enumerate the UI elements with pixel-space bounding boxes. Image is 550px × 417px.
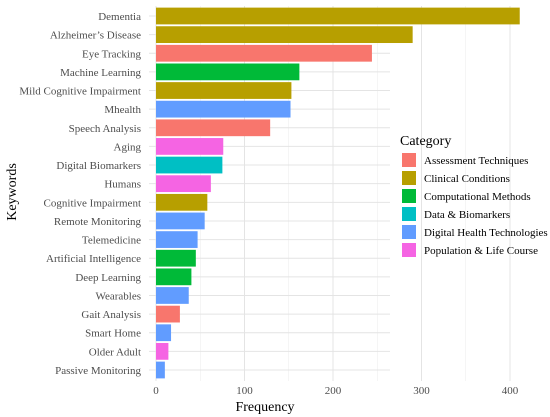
legend-item: Population & Life Course (402, 243, 538, 257)
y-tick-label: Wearables (95, 290, 141, 302)
legend-item: Digital Health Technologies (402, 225, 548, 239)
bar (156, 212, 205, 230)
y-tick-label: Aging (114, 141, 142, 153)
bar (156, 249, 196, 267)
legend-swatch (402, 171, 416, 185)
bar (156, 7, 520, 25)
legend-label: Digital Health Technologies (424, 227, 548, 239)
legend-item: Assessment Techniques (402, 153, 528, 167)
x-tick-label: 300 (413, 385, 430, 397)
y-tick-label: Humans (104, 179, 141, 191)
legend-item: Clinical Conditions (402, 171, 510, 185)
legend-label: Computational Methods (424, 191, 531, 203)
y-tick-label: Remote Monitoring (54, 216, 142, 228)
y-tick-label: Cognitive Impairment (44, 197, 141, 209)
bars (156, 7, 520, 379)
y-tick-label: Telemedicine (82, 235, 141, 247)
bar (156, 82, 292, 99)
bar (156, 324, 172, 342)
legend-swatch (402, 225, 416, 239)
bar (156, 287, 189, 304)
y-tick-label: Mhealth (104, 104, 141, 116)
y-tick-label: Alzheimer’s Disease (50, 30, 141, 42)
bar (156, 342, 169, 360)
bar (156, 361, 165, 379)
y-tick-label: Older Adult (89, 346, 141, 358)
legend-swatch (402, 207, 416, 221)
legend-label: Population & Life Course (424, 245, 538, 257)
x-tick-label: 200 (325, 385, 342, 397)
bar (156, 44, 372, 62)
legend-label: Data & Biomarkers (424, 209, 510, 221)
bar (156, 26, 413, 44)
y-tick-label: Digital Biomarkers (56, 160, 141, 172)
y-axis-title: Keywords (5, 163, 20, 221)
y-tick-label: Machine Learning (60, 67, 141, 79)
bar (156, 119, 271, 137)
y-tick-label: Smart Home (85, 328, 141, 340)
x-axis-title: Frequency (235, 400, 294, 415)
bar (156, 268, 192, 286)
y-tick-label: Speech Analysis (69, 123, 141, 135)
legend-items: Assessment Techniques Clinical Conditions… (402, 153, 548, 257)
bar (156, 100, 291, 118)
bar (156, 175, 211, 193)
y-tick-label: Artificial Intelligence (46, 253, 141, 265)
legend-item: Data & Biomarkers (402, 207, 510, 221)
legend-swatch (402, 153, 416, 167)
legend-swatch (402, 243, 416, 257)
legend-label: Clinical Conditions (424, 173, 510, 185)
x-tick-label: 100 (236, 385, 253, 397)
bar (156, 63, 300, 81)
x-tick-labels: 0 100 200 300 400 (153, 385, 519, 397)
y-tick-label: Mild Cognitive Impairment (19, 86, 141, 98)
bar (156, 138, 224, 155)
legend-title: Category (400, 134, 451, 149)
legend-item: Computational Methods (402, 189, 531, 203)
bar (156, 231, 198, 248)
bar (156, 305, 180, 323)
y-tick-label: Deep Learning (75, 272, 141, 284)
x-tick-label: 400 (502, 385, 519, 397)
legend-swatch (402, 189, 416, 203)
bar (156, 156, 223, 174)
legend-label: Assessment Techniques (424, 155, 528, 167)
y-tick-labels: Dementia Alzheimer’s Disease Eye Tracking M… (19, 11, 141, 377)
x-tick-label: 0 (153, 385, 159, 397)
bar (156, 193, 208, 211)
y-tick-label: Dementia (98, 11, 141, 23)
legend: Category Assessment Techniques Clinical C… (400, 134, 548, 257)
y-tick-label: Gait Analysis (81, 309, 141, 321)
y-tick-label: Passive Monitoring (55, 365, 141, 377)
y-tick-label: Eye Tracking (82, 48, 141, 60)
